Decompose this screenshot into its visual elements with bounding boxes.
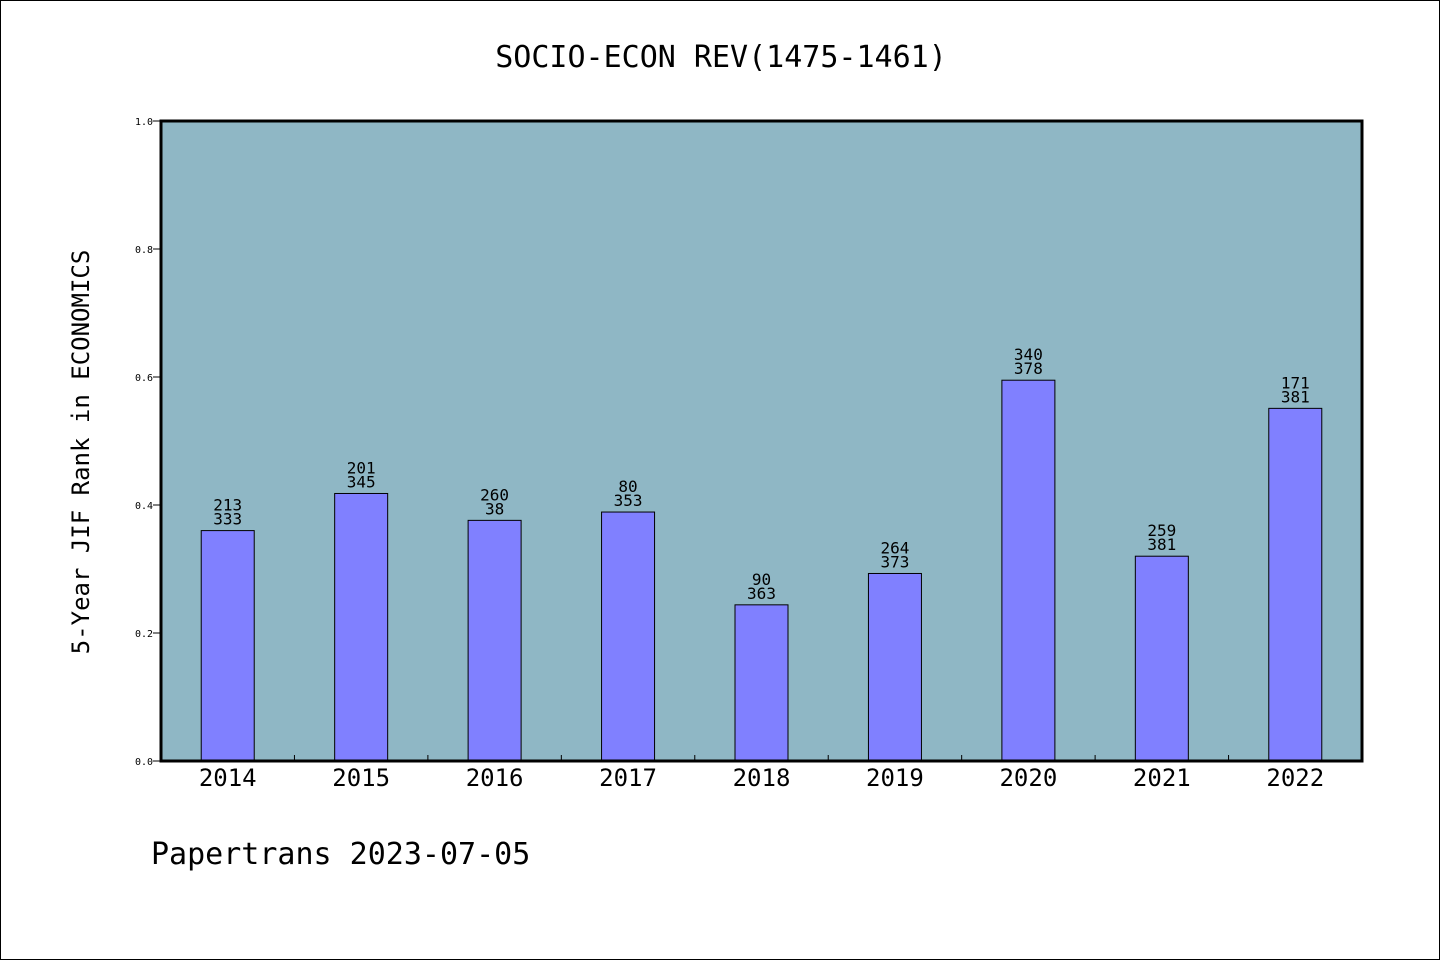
bar-value-label: 90 (752, 570, 771, 589)
bar-2022 (1268, 407, 1323, 762)
x-tick-label: 2014 (199, 764, 257, 792)
y-tick-label: 1.0 (135, 117, 153, 128)
bar-2015 (334, 492, 389, 762)
x-tick-label: 2022 (1266, 764, 1324, 792)
bar-2019 (867, 572, 922, 762)
bar-value-label: 353 (614, 491, 643, 510)
bar-value-label: 363 (747, 584, 776, 603)
chart-title: SOCIO-ECON REV(1475-1461) (495, 40, 947, 75)
bars (200, 379, 1323, 762)
y-tick-label: 0.2 (135, 629, 153, 640)
bar-value-label: 373 (880, 552, 909, 571)
bar-2016 (467, 519, 522, 762)
x-tick-label: 2016 (466, 764, 524, 792)
bar-value-label: 80 (618, 477, 637, 496)
footer-text: Papertrans 2023-07-05 (151, 837, 530, 872)
x-tick-label: 2017 (599, 764, 657, 792)
bar-value-label: 38 (485, 499, 504, 518)
bar-value-label: 213 (213, 496, 242, 515)
y-tick-label: 0.8 (135, 245, 153, 256)
y-tick-label: 0.6 (135, 373, 153, 384)
bar-value-label: 345 (347, 472, 376, 491)
bar-value-label: 340 (1014, 345, 1043, 364)
bar-2020 (1001, 379, 1056, 762)
x-tick-label: 2018 (733, 764, 791, 792)
bar-2017 (601, 511, 656, 762)
x-axis-ticks: 2014 2015 2016 2017 2018 2019 2020 2021 2022 (199, 755, 1324, 792)
bar-value-label: 259 (1147, 521, 1176, 540)
bar-2014 (200, 530, 255, 762)
bar-value-label: 171 (1281, 373, 1310, 392)
y-tick-label: 0.4 (135, 501, 153, 512)
bar-value-label: 381 (1147, 535, 1176, 554)
bar-2021 (1134, 555, 1189, 762)
plot-border (159, 119, 1364, 763)
bar-value-label: 201 (347, 458, 376, 477)
bar-value-label: 378 (1014, 359, 1043, 378)
x-tick-label: 2015 (332, 764, 390, 792)
bar-value-label: 260 (480, 485, 509, 504)
bar-value-label: 381 (1281, 387, 1310, 406)
x-tick-label: 2021 (1133, 764, 1191, 792)
bar-value-label: 264 (880, 538, 909, 557)
y-axis-label: 5-Year JIF Rank in ECONOMICS (67, 250, 95, 655)
bar-2018 (734, 604, 789, 762)
y-tick-label: 0.0 (135, 757, 153, 768)
x-tick-label: 2020 (999, 764, 1057, 792)
x-tick-label: 2019 (866, 764, 924, 792)
y-axis-ticks: 0.0 0.2 0.4 0.6 0.8 1.0 (135, 117, 161, 768)
bar-value-label: 333 (213, 510, 242, 529)
